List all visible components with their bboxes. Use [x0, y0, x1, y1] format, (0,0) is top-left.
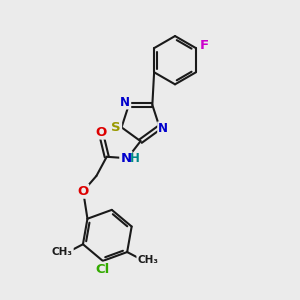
- Text: CH₃: CH₃: [52, 247, 73, 257]
- Text: O: O: [77, 185, 88, 198]
- Text: CH₃: CH₃: [137, 255, 158, 265]
- Text: O: O: [95, 125, 106, 139]
- Text: N: N: [120, 152, 131, 165]
- Text: S: S: [111, 121, 121, 134]
- Text: N: N: [120, 95, 130, 109]
- Text: H: H: [130, 152, 140, 165]
- Text: N: N: [158, 122, 168, 135]
- Text: F: F: [200, 39, 209, 52]
- Text: Cl: Cl: [96, 263, 110, 276]
